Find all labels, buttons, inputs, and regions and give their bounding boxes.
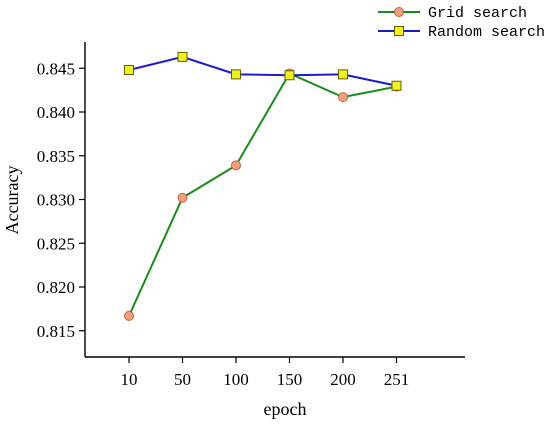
legend-grid-label: Grid search xyxy=(428,5,527,22)
x-tick-label: 150 xyxy=(277,370,303,389)
x-tick-label: 10 xyxy=(121,370,138,389)
y-tick-label: 0.815 xyxy=(37,322,75,341)
x-tick-label: 251 xyxy=(384,370,410,389)
random-search-point xyxy=(124,65,134,75)
y-tick-label: 0.835 xyxy=(37,147,75,166)
legend: Grid search Random search xyxy=(378,5,545,41)
y-tick-label: 0.840 xyxy=(37,103,75,122)
random-search-point xyxy=(338,69,348,80)
legend-random-marker xyxy=(394,26,404,36)
grid-search-point xyxy=(124,310,134,321)
grid-search-point xyxy=(338,92,348,103)
random-search-line xyxy=(128,55,397,87)
grid-search-point xyxy=(231,160,241,171)
y-tick-label: 0.825 xyxy=(37,234,75,253)
random-search-point xyxy=(284,70,295,81)
y-tick-label: 0.830 xyxy=(37,191,75,210)
grid-search-line xyxy=(128,72,397,317)
x-tick-label: 200 xyxy=(330,370,356,389)
random-search-point xyxy=(177,51,188,62)
y-tick-label: 0.820 xyxy=(37,278,75,297)
x-axis-title: epoch xyxy=(264,399,307,419)
grid-search-point xyxy=(177,192,188,203)
y-tick-label: 0.845 xyxy=(37,59,75,78)
x-tick-label: 100 xyxy=(223,370,249,389)
y-axis-title: Accuracy xyxy=(2,166,22,235)
random-search-point xyxy=(231,69,241,80)
legend-grid-marker xyxy=(394,7,404,17)
random-search-point xyxy=(391,80,402,91)
legend-random-label: Random search xyxy=(428,24,545,41)
x-tick-label: 50 xyxy=(174,370,191,389)
